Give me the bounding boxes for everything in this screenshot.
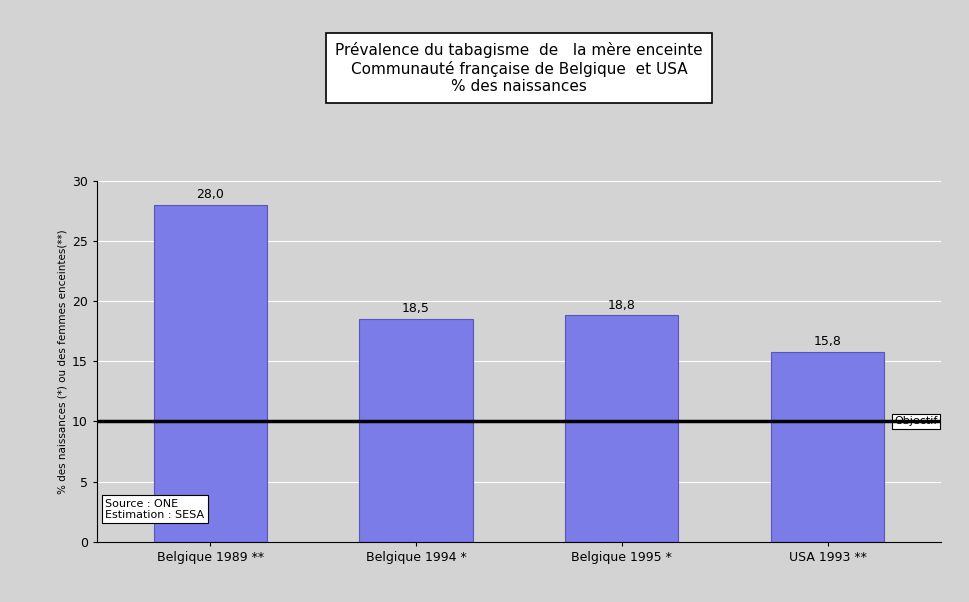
Text: Prévalence du tabagisme  de   la mère enceinte
Communauté française de Belgique : Prévalence du tabagisme de la mère encei… (335, 42, 702, 94)
Bar (359, 319, 472, 542)
Text: Source : ONE
Estimation : SESA: Source : ONE Estimation : SESA (106, 498, 204, 520)
Text: 28,0: 28,0 (196, 188, 224, 201)
Y-axis label: % des naissances (*) ou des femmes enceintes(**): % des naissances (*) ou des femmes encei… (58, 229, 68, 494)
Bar (153, 205, 266, 542)
Bar (565, 315, 677, 542)
Bar (770, 352, 884, 542)
Text: Objectif: Objectif (893, 417, 937, 426)
Text: 18,5: 18,5 (402, 302, 429, 315)
Text: 18,8: 18,8 (608, 299, 635, 312)
Text: 15,8: 15,8 (813, 335, 841, 348)
